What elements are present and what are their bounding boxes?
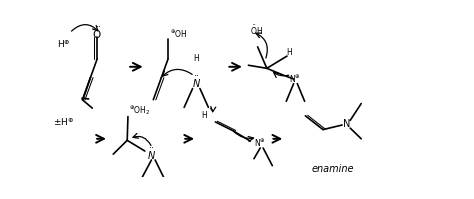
Text: $^{\oplus}$OH$_2$: $^{\oplus}$OH$_2$ — [129, 104, 151, 117]
Text: H$^{\oplus}$: H$^{\oplus}$ — [57, 38, 71, 50]
Text: $^{\oplus}$OH: $^{\oplus}$OH — [170, 29, 188, 40]
Text: H: H — [287, 49, 292, 58]
Text: $\ddot{\rm O}$H: $\ddot{\rm O}$H — [250, 23, 263, 37]
Text: enamine: enamine — [312, 164, 354, 175]
Text: $\ddot{N}$: $\ddot{N}$ — [147, 147, 156, 162]
Text: $\ddot{\rm O}$: $\ddot{\rm O}$ — [92, 25, 102, 41]
Text: $\ddot{N}$: $\ddot{N}$ — [192, 75, 201, 90]
Text: H: H — [201, 111, 207, 120]
Text: N: N — [343, 119, 350, 129]
Text: N$^{\oplus}$: N$^{\oplus}$ — [254, 138, 265, 149]
Text: H: H — [193, 54, 199, 63]
Text: $\pm$H$^{\oplus}$: $\pm$H$^{\oplus}$ — [53, 116, 74, 128]
Text: N$^{\oplus}$: N$^{\oplus}$ — [289, 74, 301, 85]
